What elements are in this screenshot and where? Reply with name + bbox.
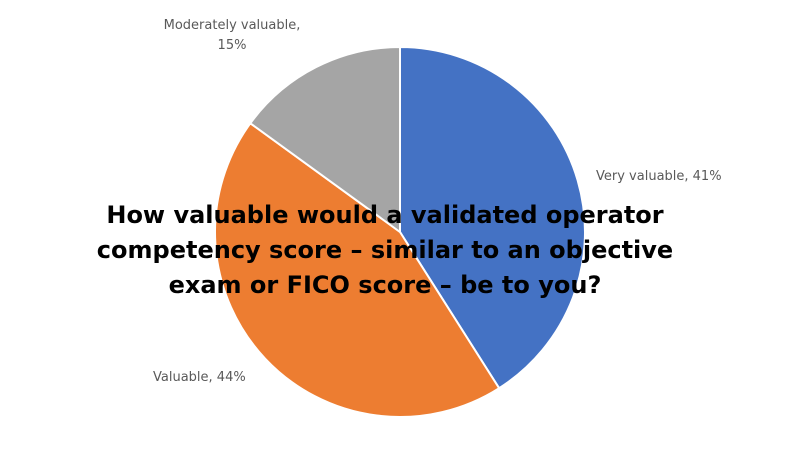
pie-slice — [248, 45, 401, 234]
data-label: Moderately valuable, 15% — [163, 18, 301, 53]
chart-title: How valuable would a validated operator … — [96, 201, 674, 299]
data-label: Very valuable, 41% — [596, 169, 722, 184]
data-label: Valuable, 44% — [153, 370, 246, 385]
pie-slice — [214, 121, 501, 418]
pie-slice — [399, 45, 586, 390]
